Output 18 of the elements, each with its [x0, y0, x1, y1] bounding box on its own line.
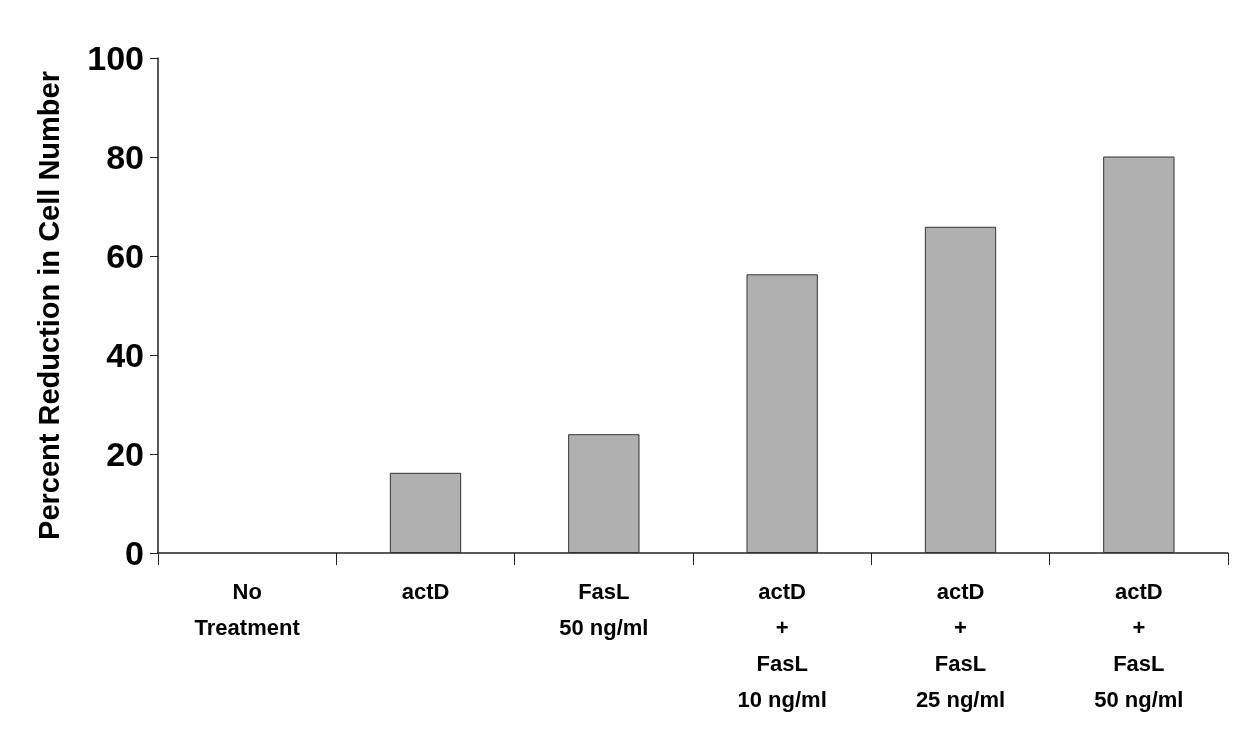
x-tick-label: actD + FasL 10 ng/ml — [737, 578, 827, 712]
y-tick-label: 80 — [106, 138, 144, 176]
x-tick-label: actD + FasL 25 ng/ml — [915, 578, 1006, 712]
x-tick-label: actD — [401, 578, 450, 604]
y-axis-title: Percent Reduction in Cell Number — [32, 71, 65, 540]
y-tick-label: 100 — [87, 39, 144, 77]
bar — [746, 274, 818, 553]
y-tick-label: 20 — [106, 435, 144, 473]
bar — [924, 226, 997, 553]
x-tick-label: actD + FasL 50 ng/ml — [1094, 578, 1184, 712]
y-tick-label: 40 — [106, 336, 144, 374]
y-tick-label: 60 — [106, 237, 144, 275]
x-tick-label: FasL 50 ng/ml — [559, 578, 649, 640]
bar — [1103, 156, 1175, 553]
y-tick-label: 0 — [125, 534, 144, 572]
bar — [568, 434, 640, 553]
x-tick-label: No Treatment — [194, 578, 301, 640]
bar — [389, 472, 462, 553]
